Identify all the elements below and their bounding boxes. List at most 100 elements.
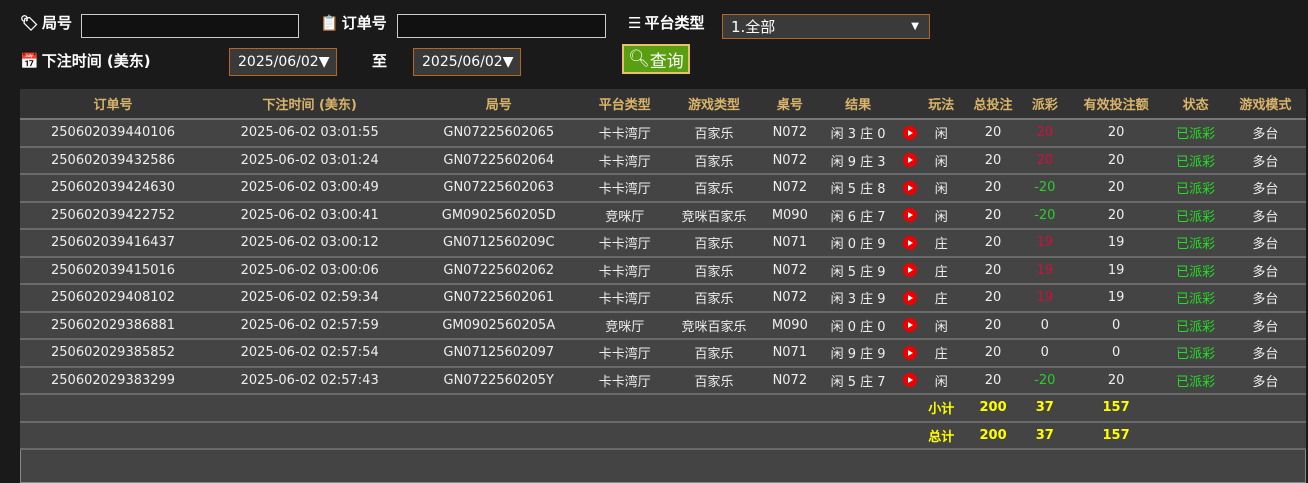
- calendar-icon: 📅: [20, 51, 39, 70]
- play-video-icon[interactable]: [902, 180, 917, 195]
- date-from-select[interactable]: 2025/06/02▼: [229, 48, 337, 76]
- table-cell: 2025-06-02 03:00:41: [206, 201, 414, 230]
- play-video-icon[interactable]: [902, 373, 917, 388]
- table-cell: 多台: [1224, 311, 1306, 340]
- play-video-icon[interactable]: [902, 345, 917, 360]
- table-cell: N072: [762, 284, 817, 313]
- table-cell: M090: [762, 201, 817, 230]
- play-video-icon[interactable]: [902, 290, 917, 305]
- table-cell: GN07125602097: [413, 339, 585, 368]
- clipboard-icon: 📋: [320, 13, 339, 32]
- table-cell: 卡卡湾厅: [584, 284, 666, 313]
- table-cell: 250602039440106: [20, 119, 207, 148]
- table-cell: 250602039422752: [20, 201, 207, 230]
- table-cell: 卡卡湾厅: [584, 146, 666, 175]
- table-cell: 2025-06-02 03:00:06: [206, 256, 414, 285]
- table-cell: 百家乐: [665, 146, 763, 175]
- empty-cell: [1224, 421, 1306, 450]
- table-cell: 竞咪厅: [584, 311, 666, 340]
- platform-select[interactable]: 1.全部 ▼: [722, 14, 930, 39]
- empty-cell: [899, 421, 921, 450]
- column-header: 桌号: [762, 89, 817, 120]
- table-cell: 20: [1065, 201, 1167, 230]
- table-cell: 闲 6 庄 7: [816, 201, 900, 230]
- subtotal-payout: 37: [1023, 394, 1066, 423]
- table-cell: 竞咪百家乐: [665, 311, 763, 340]
- column-header: 有效投注额: [1065, 89, 1167, 120]
- play-video-icon[interactable]: [902, 318, 917, 333]
- column-header: 订单号: [20, 89, 207, 120]
- grand_total-total: 200: [962, 421, 1024, 450]
- play-video-icon[interactable]: [902, 208, 917, 223]
- empty-cell: [20, 421, 207, 450]
- table-cell: 已派彩: [1166, 201, 1225, 230]
- table-cell: 百家乐: [665, 119, 763, 148]
- table-cell: 20: [1065, 366, 1167, 395]
- table-cell: GM0902560205A: [413, 311, 585, 340]
- search-icon: 🔍︎: [628, 49, 650, 69]
- table-cell: GN07225602064: [413, 146, 585, 175]
- table-cell: 百家乐: [665, 174, 763, 203]
- table-row: 250602029385852 2025-06-02 02:57:54 GN0712…: [20, 339, 1306, 368]
- round-input[interactable]: [81, 14, 299, 38]
- replay-cell: [899, 284, 921, 313]
- empty-cell: [762, 421, 817, 450]
- table-cell: 250602039416437: [20, 229, 207, 258]
- date-to-select[interactable]: 2025/06/02▼: [413, 48, 521, 76]
- table-cell: 0: [1065, 339, 1167, 368]
- table-cell: N072: [762, 366, 817, 395]
- empty-cell: [206, 394, 414, 423]
- subtotal-total: 200: [962, 394, 1024, 423]
- table-cell: 20: [962, 119, 1024, 148]
- table-cell: 250602039415016: [20, 256, 207, 285]
- table-cell: 闲 9 庄 3: [816, 146, 900, 175]
- column-header: 游戏模式: [1224, 89, 1306, 120]
- table-cell: 闲: [920, 119, 963, 148]
- table-cell: 20: [962, 174, 1024, 203]
- table-cell: 2025-06-02 02:57:59: [206, 311, 414, 340]
- table-cell: 19: [1023, 284, 1066, 313]
- table-cell: 已派彩: [1166, 311, 1225, 340]
- table-cell: 庄: [920, 229, 963, 258]
- play-video-icon[interactable]: [902, 263, 917, 278]
- play-video-icon[interactable]: [902, 125, 917, 140]
- table-cell: 闲 5 庄 9: [816, 256, 900, 285]
- table-cell: 2025-06-02 03:00:12: [206, 229, 414, 258]
- table-cell: 19: [1023, 256, 1066, 285]
- table-cell: 多台: [1224, 229, 1306, 258]
- table-cell: 已派彩: [1166, 339, 1225, 368]
- table-cell: 20: [962, 201, 1024, 230]
- table-cell: 已派彩: [1166, 146, 1225, 175]
- replay-cell: [899, 256, 921, 285]
- query-button[interactable]: 🔍︎ 查询: [622, 44, 690, 74]
- table-cell: 2025-06-02 02:59:34: [206, 284, 414, 313]
- empty-cell: [899, 394, 921, 423]
- table-cell: 0: [1023, 311, 1066, 340]
- table-cell: 20: [962, 366, 1024, 395]
- order-input[interactable]: [397, 14, 606, 38]
- table-cell: 已派彩: [1166, 284, 1225, 313]
- play-video-icon[interactable]: [902, 235, 917, 250]
- play-video-icon[interactable]: [902, 153, 917, 168]
- table-cell: 多台: [1224, 119, 1306, 148]
- table-cell: 2025-06-02 03:01:55: [206, 119, 414, 148]
- grand_total-payout: 37: [1023, 421, 1066, 450]
- replay-cell: [899, 146, 921, 175]
- table-cell: 卡卡湾厅: [584, 339, 666, 368]
- empty-cell: [1166, 421, 1225, 450]
- empty-cell: [1166, 394, 1225, 423]
- table-cell: 已派彩: [1166, 174, 1225, 203]
- table-cell: 百家乐: [665, 339, 763, 368]
- table-cell: 闲 0 庄 0: [816, 311, 900, 340]
- empty-cell: [816, 421, 900, 450]
- table-cell: 2025-06-02 02:57:43: [206, 366, 414, 395]
- table-row: 250602039415016 2025-06-02 03:00:06 GN0722…: [20, 256, 1306, 285]
- table-cell: GN0712560209C: [413, 229, 585, 258]
- empty-cell: [584, 421, 666, 450]
- table-cell: 多台: [1224, 366, 1306, 395]
- table-cell: 20: [1065, 146, 1167, 175]
- table-cell: 19: [1065, 284, 1167, 313]
- table-cell: 闲: [920, 146, 963, 175]
- table-cell: 已派彩: [1166, 229, 1225, 258]
- table-cell: 多台: [1224, 256, 1306, 285]
